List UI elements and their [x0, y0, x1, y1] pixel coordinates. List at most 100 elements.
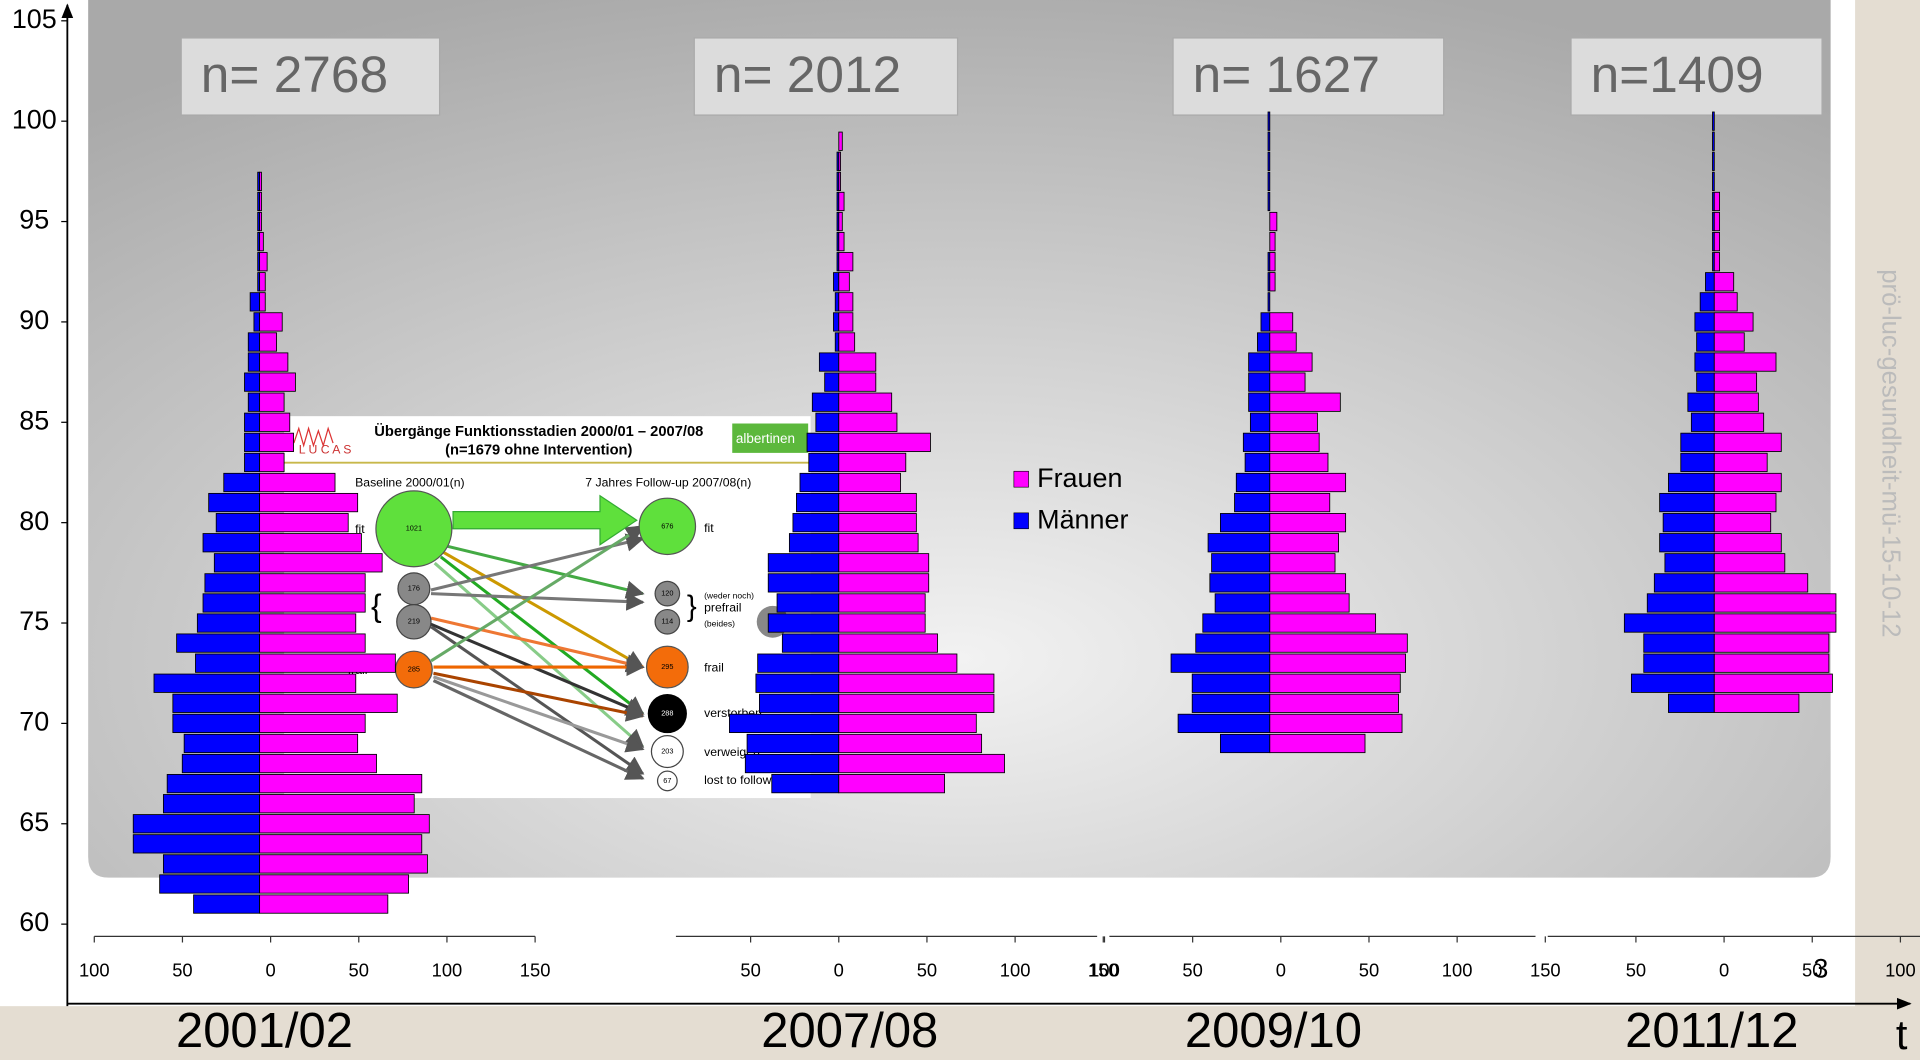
bar-frauen — [1713, 492, 1777, 513]
bar-maenner — [159, 874, 261, 894]
bar-frauen — [1269, 392, 1341, 412]
n-label: n=1409 — [1591, 45, 1764, 103]
bar-maenner — [1643, 653, 1715, 673]
bar-frauen — [838, 372, 877, 392]
x-tick-label: 150 — [1088, 960, 1119, 981]
bar-maenner — [1699, 292, 1715, 312]
bar-maenner — [1257, 332, 1271, 352]
bar-maenner — [767, 573, 840, 593]
bar-maenner — [833, 272, 840, 292]
bar-frauen — [1269, 432, 1320, 452]
node-count: 285 — [408, 664, 420, 673]
bar-maenner — [746, 733, 840, 754]
x-tick-label: 50 — [1802, 960, 1822, 981]
bar-frauen — [259, 753, 377, 774]
bar-maenner — [1242, 432, 1271, 452]
bar-frauen — [259, 272, 266, 292]
bar-frauen — [838, 753, 1005, 774]
baseline-label: Baseline 2000/01(n) — [355, 476, 465, 490]
bar-frauen — [259, 834, 423, 854]
bar-frauen — [1269, 412, 1318, 432]
bar-maenner — [244, 452, 261, 473]
bar-maenner — [1234, 492, 1271, 513]
bar-frauen — [838, 392, 893, 412]
bar-frauen — [259, 392, 285, 412]
bar-frauen — [1269, 553, 1336, 573]
bar-frauen — [838, 292, 854, 312]
y-tick-label: 105 — [12, 4, 57, 34]
side-text: prö-luc-gesundheit-mü-15-10-12 — [1877, 269, 1905, 637]
bar-frauen — [1269, 352, 1313, 372]
bar-maenner — [1177, 713, 1271, 734]
bar-maenner — [1207, 533, 1271, 553]
logo-mark — [293, 426, 334, 448]
inset-title: Übergänge Funktionsstadien 2000/01 – 200… — [374, 423, 703, 440]
bar-maenner — [808, 452, 840, 473]
bar-frauen — [838, 272, 850, 292]
bar-frauen — [1269, 713, 1403, 734]
bar-maenner — [1690, 412, 1715, 432]
bar-maenner — [833, 312, 840, 332]
node-label: fit — [704, 521, 714, 535]
bar-maenner — [223, 472, 261, 493]
bar-frauen — [1269, 693, 1399, 713]
bar-maenner — [1712, 111, 1715, 131]
bar-maenner — [1244, 452, 1271, 473]
bar-maenner — [776, 593, 840, 613]
bar-maenner — [1248, 372, 1271, 392]
node-count: 176 — [408, 584, 420, 593]
x-tick-label: 150 — [520, 960, 551, 981]
bar-maenner — [153, 673, 261, 693]
bar-maenner — [1235, 472, 1271, 493]
arrow — [439, 555, 645, 715]
bar-frauen — [1269, 533, 1339, 553]
bar-frauen — [838, 593, 926, 613]
bar-frauen — [259, 492, 359, 513]
arrow — [440, 543, 645, 599]
bar-maenner — [818, 352, 840, 372]
bar-maenner — [1668, 693, 1715, 713]
bar-frauen — [838, 713, 977, 734]
n-label: n= 2768 — [201, 45, 388, 103]
bar-frauen — [1713, 272, 1735, 292]
bar-frauen — [259, 252, 268, 272]
bar-frauen — [838, 151, 841, 171]
bar-maenner — [244, 412, 261, 432]
node-count: 67 — [663, 776, 671, 785]
bar-maenner — [1267, 151, 1271, 171]
bar-frauen — [1713, 452, 1768, 473]
bar-maenner — [1696, 332, 1715, 352]
bar-frauen — [1713, 352, 1777, 372]
x-tick-label: 100 — [432, 960, 463, 981]
period-label: 2001/02 — [176, 1004, 353, 1058]
bar-maenner — [788, 533, 840, 553]
bar-maenner — [1696, 372, 1715, 392]
bar-frauen — [1269, 252, 1276, 272]
bar-frauen — [259, 633, 366, 653]
bar-maenner — [1653, 573, 1715, 593]
n-box — [180, 37, 441, 116]
bar-maenner — [1668, 472, 1715, 493]
bar-maenner — [1662, 513, 1715, 533]
bar-frauen — [838, 733, 983, 754]
left-nodes: 1021 176 219 285 — [375, 490, 453, 689]
legend-label: Frauen — [1037, 463, 1122, 493]
bar-maenner — [792, 513, 840, 533]
bar-frauen — [1269, 633, 1408, 653]
node-count: 288 — [661, 709, 673, 718]
bar-frauen — [838, 774, 946, 794]
x-tick-label: 100 — [1000, 960, 1031, 981]
bar-frauen — [838, 252, 854, 272]
x-tick-label: 100 — [1885, 960, 1916, 981]
bar-frauen — [1713, 232, 1721, 252]
bar-maenner — [204, 573, 261, 593]
bar-maenner — [1195, 633, 1271, 653]
bar-frauen — [259, 854, 428, 874]
bar-maenner — [172, 713, 261, 734]
bar-frauen — [1713, 191, 1721, 212]
page-number: 3 — [1813, 954, 1828, 984]
bar-frauen — [1713, 292, 1738, 312]
bar-maenner — [1209, 573, 1271, 593]
bar-frauen — [259, 733, 359, 754]
bar-frauen — [838, 191, 845, 212]
